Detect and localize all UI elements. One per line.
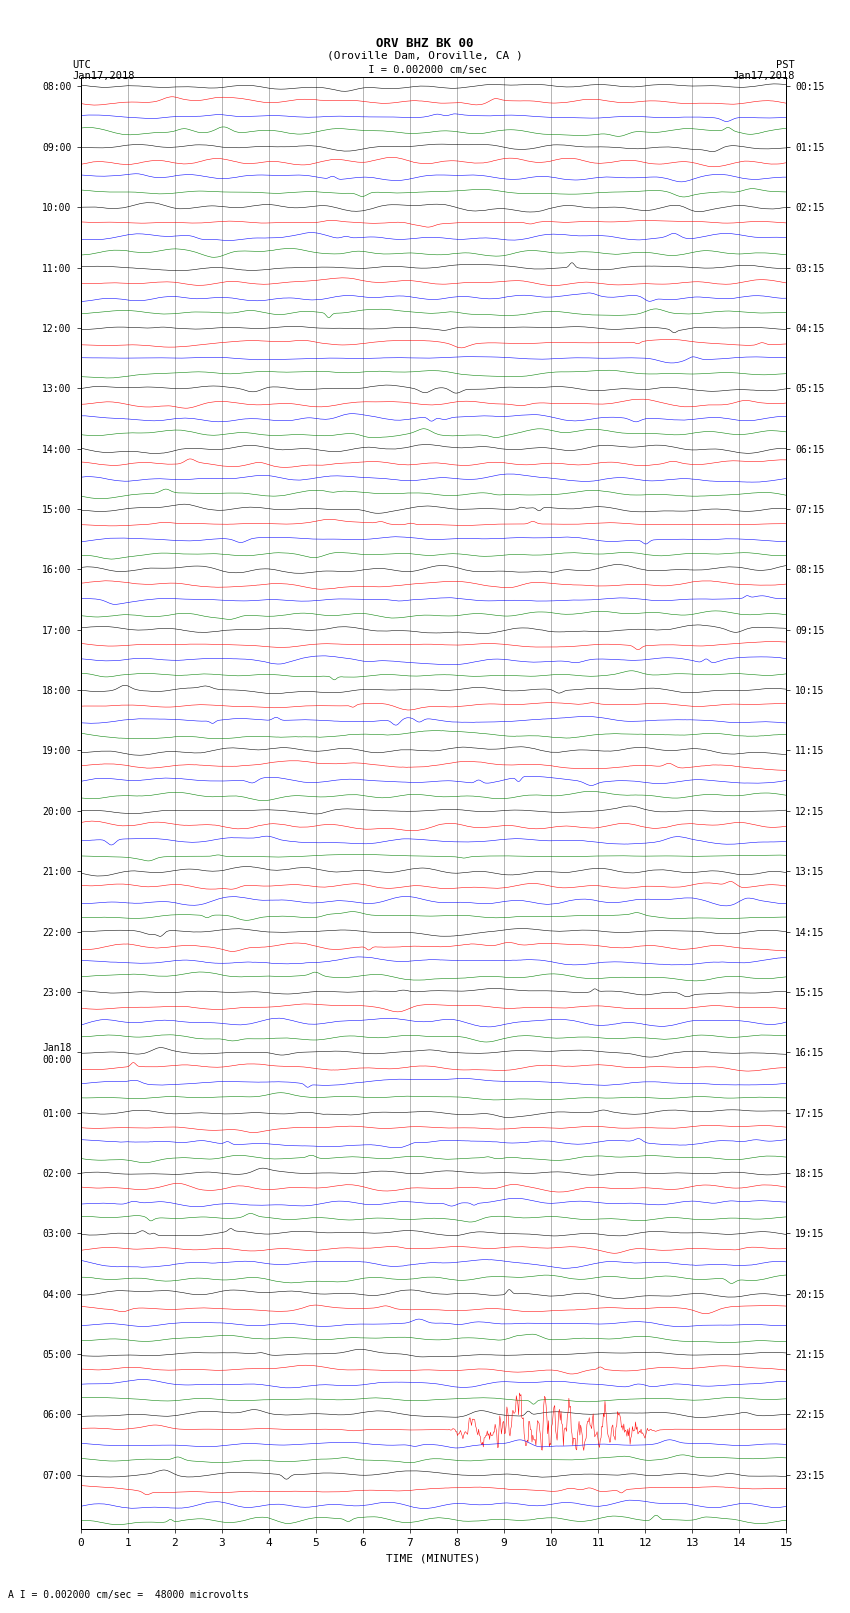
Text: Jan17,2018: Jan17,2018 <box>72 71 135 81</box>
Text: (Oroville Dam, Oroville, CA ): (Oroville Dam, Oroville, CA ) <box>327 50 523 60</box>
Text: A I = 0.002000 cm/sec =  48000 microvolts: A I = 0.002000 cm/sec = 48000 microvolts <box>8 1590 249 1600</box>
Text: UTC: UTC <box>72 60 91 69</box>
Text: PST: PST <box>776 60 795 69</box>
X-axis label: TIME (MINUTES): TIME (MINUTES) <box>386 1553 481 1563</box>
Text: ORV BHZ BK 00: ORV BHZ BK 00 <box>377 37 473 50</box>
Text: I = 0.002000 cm/sec: I = 0.002000 cm/sec <box>362 65 488 74</box>
Text: Jan17,2018: Jan17,2018 <box>732 71 795 81</box>
